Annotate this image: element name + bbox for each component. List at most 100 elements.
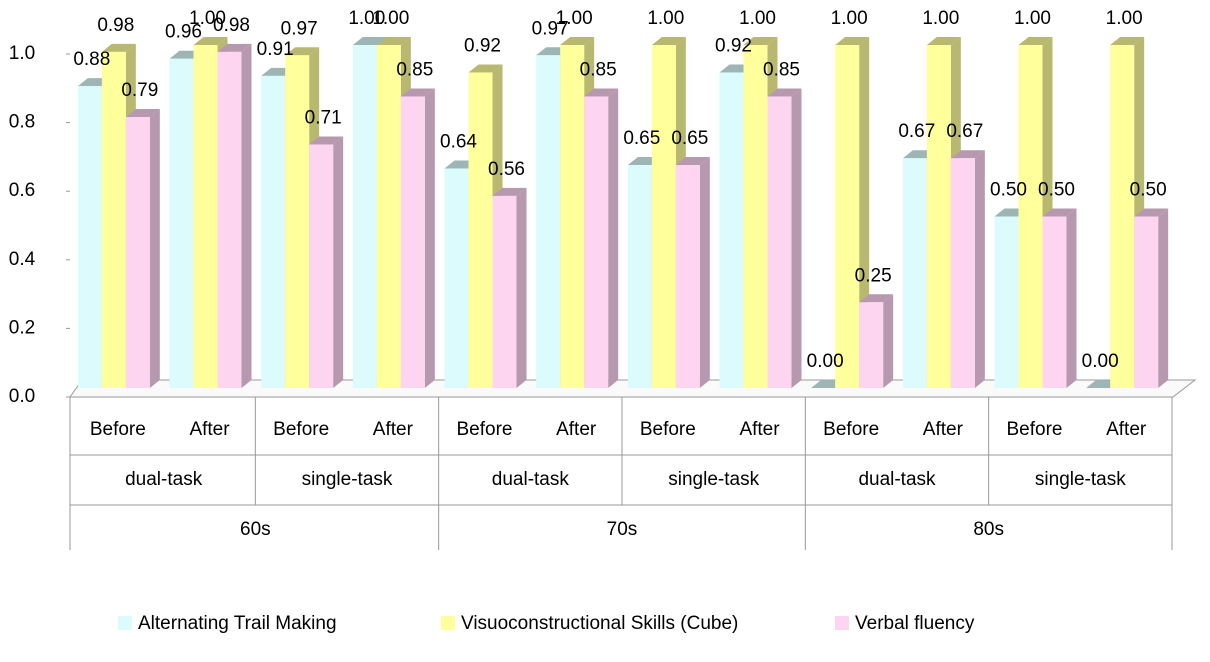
bar-top xyxy=(193,37,228,45)
data-label: 0.00 xyxy=(1082,351,1119,372)
bar xyxy=(352,45,377,388)
bar-top xyxy=(1110,37,1145,45)
y-tick-label: 0.8 xyxy=(9,112,35,133)
data-label: 0.64 xyxy=(440,131,477,152)
bar-top xyxy=(950,150,985,159)
data-label: 0.88 xyxy=(73,49,110,70)
bar xyxy=(125,117,150,388)
bar xyxy=(994,216,1019,388)
data-label: 0.97 xyxy=(281,18,318,39)
subgroup-label: single-task xyxy=(1035,469,1126,490)
bar xyxy=(859,302,884,388)
bar-top xyxy=(285,47,320,56)
bar xyxy=(1018,45,1043,388)
bar xyxy=(77,86,102,388)
y-tick-label: 0.0 xyxy=(9,386,35,407)
bar-top xyxy=(492,187,527,196)
subgroup-label: dual-task xyxy=(492,469,570,490)
bar-side xyxy=(1066,208,1077,388)
bar xyxy=(101,51,126,389)
bar-top xyxy=(1042,208,1077,217)
x-tick-label: Before xyxy=(273,419,329,440)
bar-top xyxy=(125,109,160,118)
bar xyxy=(560,45,585,388)
bar-top xyxy=(101,43,136,52)
bar-side xyxy=(608,88,619,388)
legend-label: Visuoconstructional Skills (Cube) xyxy=(461,613,738,634)
bar-side xyxy=(974,150,985,388)
bar-top xyxy=(400,88,435,97)
bar xyxy=(468,72,493,388)
data-label: 0.97 xyxy=(532,18,569,39)
bar-top xyxy=(468,64,503,73)
bar-top xyxy=(835,37,870,45)
bar-side xyxy=(883,294,894,388)
x-tick-label: Before xyxy=(640,419,696,440)
legend-label: Verbal fluency xyxy=(855,613,975,634)
data-label: 1.00 xyxy=(556,8,593,29)
bar-side xyxy=(333,136,344,388)
bar xyxy=(1134,216,1159,388)
data-label: 0.85 xyxy=(396,59,433,80)
data-label: 0.50 xyxy=(1038,180,1075,201)
bar-top xyxy=(926,37,961,45)
x-tick-label: After xyxy=(1106,419,1147,440)
data-label: 0.85 xyxy=(580,59,617,80)
group-label: 60s xyxy=(240,519,271,540)
subgroup-label: single-task xyxy=(302,469,393,490)
bar-side xyxy=(149,109,160,388)
bar-top xyxy=(675,157,710,166)
bar xyxy=(309,144,334,388)
x-tick-label: Before xyxy=(457,419,513,440)
bar-top xyxy=(309,136,344,145)
data-label: 0.96 xyxy=(165,22,202,43)
bar-top xyxy=(651,37,686,45)
data-label: 1.00 xyxy=(372,8,409,29)
bar-top xyxy=(1018,37,1053,45)
data-label: 1.00 xyxy=(831,8,868,29)
data-label: 1.00 xyxy=(647,8,684,29)
bar xyxy=(767,96,792,388)
bar-side xyxy=(516,187,527,388)
subgroup-label: dual-task xyxy=(858,469,936,490)
bar xyxy=(950,158,975,388)
data-label: 1.00 xyxy=(922,8,959,29)
x-tick-label: Before xyxy=(1007,419,1063,440)
data-label: 0.50 xyxy=(990,180,1027,201)
bar xyxy=(1110,45,1135,388)
bar-top xyxy=(352,37,387,45)
bar xyxy=(376,45,401,388)
data-label: 0.85 xyxy=(763,59,800,80)
data-label: 0.91 xyxy=(257,39,294,60)
bar xyxy=(835,45,860,388)
bar xyxy=(719,72,744,388)
bar xyxy=(261,75,286,389)
x-tick-label: Before xyxy=(823,419,879,440)
x-tick-label: After xyxy=(189,419,230,440)
bar xyxy=(193,45,218,388)
bar xyxy=(169,58,194,388)
y-tick-label: 0.4 xyxy=(9,249,36,270)
bar-top xyxy=(1134,208,1169,217)
bar-side xyxy=(699,157,710,388)
subgroup-label: dual-task xyxy=(125,469,203,490)
bar-top xyxy=(217,43,252,52)
data-label: 0.98 xyxy=(213,15,250,36)
bar xyxy=(400,96,425,388)
bar-side xyxy=(791,88,802,388)
bar xyxy=(926,45,951,388)
bar xyxy=(902,158,927,388)
bar-side xyxy=(1158,208,1169,388)
bar xyxy=(217,51,242,389)
data-label: 0.00 xyxy=(807,351,844,372)
bar xyxy=(743,45,768,388)
bar xyxy=(675,165,700,388)
data-label: 0.71 xyxy=(305,107,342,128)
bar xyxy=(492,195,517,388)
bar xyxy=(584,96,609,388)
bar-top xyxy=(584,88,619,97)
bar xyxy=(285,55,310,388)
bar-top xyxy=(767,88,802,97)
y-tick-label: 0.6 xyxy=(9,180,35,201)
